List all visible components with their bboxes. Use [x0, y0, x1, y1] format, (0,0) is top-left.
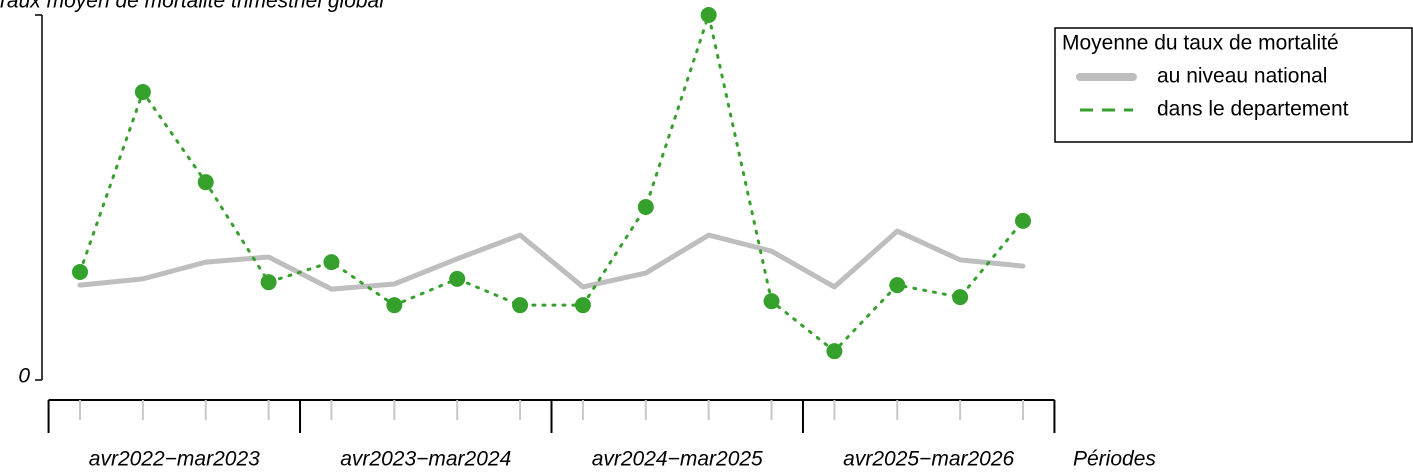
series-line: [77, 228, 1026, 292]
point: [763, 293, 780, 310]
point: [134, 84, 151, 101]
point: [637, 198, 654, 215]
point: [386, 297, 403, 314]
point: [700, 7, 717, 23]
x-axis-title: Périodes: [1073, 448, 1156, 471]
point: [889, 277, 906, 294]
point: [323, 254, 340, 271]
point: [574, 297, 591, 314]
point: [72, 263, 88, 280]
y-tick-label: 0: [18, 365, 30, 388]
point: [512, 297, 529, 314]
group-label: avr2024−mar2025: [592, 448, 763, 471]
point: [260, 274, 277, 291]
y-axis-title: Taux moyen de mortalité trimestriel glob…: [0, 0, 385, 13]
legend-title: Moyenne du taux de mortalité: [1062, 32, 1339, 55]
point: [449, 270, 466, 287]
group-label: avr2022−mar2023: [89, 448, 260, 471]
point: [952, 289, 969, 306]
point: [197, 174, 214, 191]
group-label: avr2023−mar2024: [340, 448, 511, 471]
legend-label: dans le departement: [1157, 98, 1349, 121]
legend-box: [1054, 27, 1413, 143]
point: [826, 343, 843, 360]
group-label: avr2025−mar2026: [843, 448, 1014, 471]
legend-label: au niveau national: [1157, 65, 1327, 88]
point: [1015, 212, 1031, 229]
series-line: [78, 13, 1025, 353]
